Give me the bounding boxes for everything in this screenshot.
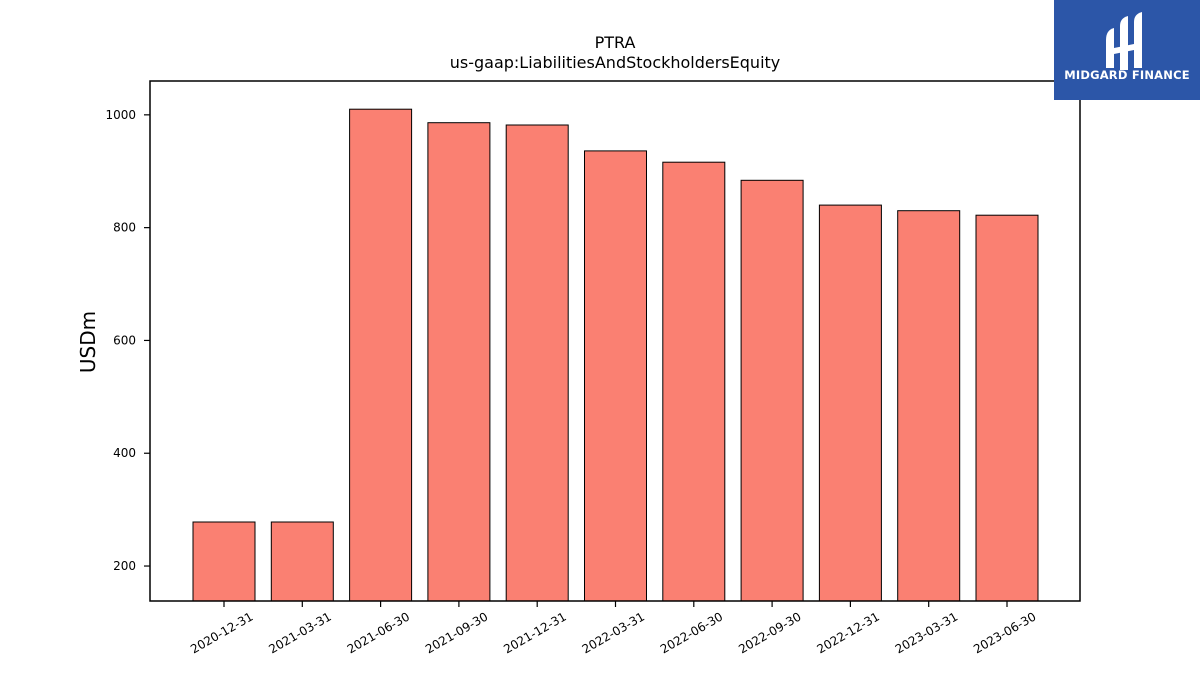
y-axis-ticks: 200 400 600 800 1000: [105, 108, 150, 573]
logo-mark-icon: [1106, 12, 1142, 70]
bar-2022-03-31: [584, 150, 647, 602]
bar-2021-12-31: [505, 124, 569, 602]
x-tick-label: 2022-06-30: [658, 609, 725, 656]
y-tick-label: 400: [113, 446, 136, 460]
x-tick-label: 2020-12-31: [188, 609, 255, 656]
y-axis-label: USDm: [76, 311, 100, 373]
x-axis-ticks: 2020-12-31 2021-03-31 2021-06-30 2021-09-30…: [188, 601, 1039, 656]
chart-subtitle: us-gaap:LiabilitiesAndStockholdersEquity: [450, 53, 781, 72]
y-tick-label: 1000: [105, 108, 136, 122]
x-tick-label: 2022-09-30: [736, 609, 803, 656]
y-tick-label: 200: [113, 559, 136, 573]
x-tick-label: 2022-12-31: [814, 609, 881, 656]
x-tick-label: 2023-06-30: [971, 609, 1038, 656]
bar-2022-09-30: [740, 179, 804, 602]
bar-2022-06-30: [662, 161, 726, 602]
x-tick-label: 2023-03-31: [893, 609, 960, 656]
bar-2021-03-31: [270, 521, 334, 602]
bar-2021-09-30: [427, 122, 491, 602]
brand-logo: MIDGARD FINANCE: [1054, 0, 1200, 100]
plot-frame: [149, 80, 1081, 602]
x-tick-label: 2021-03-31: [266, 609, 333, 656]
x-tick-label: 2021-06-30: [345, 609, 412, 656]
logo-text: MIDGARD FINANCE: [1064, 68, 1190, 82]
x-tick-label: 2022-03-31: [580, 609, 647, 656]
y-tick-label: 600: [113, 333, 136, 347]
bar-2020-12-31: [192, 521, 256, 602]
x-tick-label: 2021-09-30: [423, 609, 490, 656]
bar-2023-03-31: [897, 210, 961, 602]
bar-2021-06-30: [349, 108, 413, 602]
bars-group: [192, 108, 1039, 602]
chart-title: PTRA: [595, 33, 636, 52]
bar-2023-06-30: [975, 214, 1039, 602]
x-tick-label: 2021-12-31: [501, 609, 568, 656]
bar-2022-12-31: [818, 204, 882, 602]
y-tick-label: 800: [113, 221, 136, 235]
